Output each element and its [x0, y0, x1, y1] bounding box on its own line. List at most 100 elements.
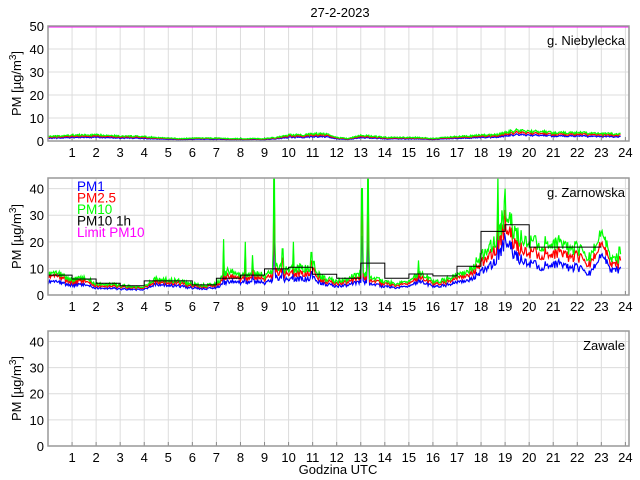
x-tick-label: 22: [570, 145, 584, 160]
y-axis-label: PM [µg/m3]: [8, 356, 24, 421]
x-tick-label: 14: [378, 145, 392, 160]
y-axis-label-superscript: 3: [8, 54, 19, 60]
y-tick-label: 0: [37, 134, 44, 149]
panel-1: 1 2 3 4 5 6 7 8 9 10 11 12 13 14 15 16 17 18 19 20 21 22 23 240…: [8, 177, 633, 314]
x-tick-label: 9: [261, 450, 268, 465]
x-tick-label: 13: [354, 450, 368, 465]
y-tick-label: 0: [37, 439, 44, 454]
y-tick-label: 40: [30, 334, 44, 349]
x-tick-label: 22: [570, 299, 584, 314]
x-tick-label: 9: [261, 145, 268, 160]
y-tick-label: 30: [30, 208, 44, 223]
x-tick-label: 5: [165, 145, 172, 160]
x-tick-label: 24: [618, 299, 632, 314]
y-tick-label: 0: [37, 288, 44, 303]
panel-0: 1 2 3 4 5 6 7 8 9 10 11 12 13 14 15 16 17 18 19 20 21 22 23 240…: [8, 19, 633, 160]
x-tick-label: 3: [117, 450, 124, 465]
panel-series: [48, 26, 629, 141]
x-tick-label: 6: [189, 145, 196, 160]
y-axis-label-bracket: ]: [9, 356, 24, 360]
x-tick-label: 8: [237, 450, 244, 465]
y-axis-label-bracket: ]: [9, 51, 24, 55]
station-label: g. Zarnowska: [547, 185, 626, 200]
legend-entry: PM1: [77, 179, 105, 194]
y-tick-label: 30: [30, 65, 44, 80]
x-tick-label: 15: [402, 145, 416, 160]
x-tick-label: 19: [498, 450, 512, 465]
station-label: Zawale: [583, 338, 625, 353]
chart-title: 27-2-2023: [310, 5, 369, 20]
x-tick-label: 7: [213, 299, 220, 314]
x-tick-label: 4: [141, 450, 148, 465]
x-tick-label: 21: [546, 450, 560, 465]
y-tick-label: 40: [30, 182, 44, 197]
plot-area: [48, 331, 629, 446]
x-tick-label: 3: [117, 145, 124, 160]
y-tick-label: 40: [30, 42, 44, 57]
plot-frame: [47, 177, 630, 296]
y-tick-label: 20: [30, 387, 44, 402]
x-tick-label: 17: [450, 145, 464, 160]
x-tick-label: 22: [570, 450, 584, 465]
x-tick-label: 4: [141, 299, 148, 314]
y-tick-label: 20: [30, 88, 44, 103]
plot-frame: [47, 330, 630, 447]
y-axis-label-bracket: ]: [9, 204, 24, 208]
legend-entry: Limit PM10: [77, 225, 145, 240]
x-tick-label: 13: [354, 145, 368, 160]
y-tick-label: 10: [30, 413, 44, 428]
x-tick-label: 11: [306, 299, 320, 314]
x-tick-label: 21: [546, 299, 560, 314]
x-tick-label: 2: [92, 299, 99, 314]
series-pm10-1h-step: [48, 224, 602, 287]
x-tick-label: 16: [426, 145, 440, 160]
x-tick-label: 24: [618, 145, 632, 160]
x-tick-label: 23: [594, 145, 608, 160]
y-tick-label: 30: [30, 361, 44, 376]
x-tick-label: 15: [402, 299, 416, 314]
x-tick-label: 13: [354, 299, 368, 314]
x-tick-label: 8: [237, 145, 244, 160]
legend-entry: PM10 1h: [77, 214, 131, 229]
x-tick-label: 1: [68, 450, 75, 465]
legend-entry: PM10: [77, 202, 112, 217]
series-pm25-line: [48, 130, 621, 141]
y-tick-label: 10: [30, 111, 44, 126]
x-tick-label: 7: [213, 450, 220, 465]
x-axis-label: Godzina UTC: [299, 462, 378, 477]
x-tick-label: 11: [306, 450, 320, 465]
x-tick-label: 23: [594, 450, 608, 465]
y-axis-label-text: PM [µg/m: [9, 213, 24, 269]
x-tick-label: 18: [474, 299, 488, 314]
plot-frame: [47, 25, 630, 142]
x-tick-label: 8: [237, 299, 244, 314]
x-tick-label: 5: [165, 299, 172, 314]
x-tick-label: 7: [213, 145, 220, 160]
x-tick-label: 11: [306, 145, 320, 160]
x-tick-label: 14: [378, 450, 392, 465]
plot-area: [48, 178, 629, 295]
x-tick-label: 10: [281, 299, 295, 314]
y-axis-label-text: PM [µg/m: [9, 60, 24, 116]
x-tick-label: 20: [522, 145, 536, 160]
series-pm25-line: [48, 178, 622, 291]
series-pm1-line: [48, 133, 621, 141]
x-tick-label: 10: [281, 450, 295, 465]
y-axis-label-superscript: 3: [8, 207, 19, 213]
x-tick-label: 10: [281, 145, 295, 160]
x-tick-label: 6: [189, 299, 196, 314]
x-tick-label: 1: [68, 145, 75, 160]
series-pm10-line: [48, 127, 621, 140]
x-tick-label: 1: [68, 299, 75, 314]
x-tick-label: 20: [522, 450, 536, 465]
x-tick-label: 6: [189, 450, 196, 465]
x-tick-label: 3: [117, 299, 124, 314]
x-tick-label: 19: [498, 145, 512, 160]
x-tick-label: 12: [329, 450, 343, 465]
x-tick-label: 14: [378, 299, 392, 314]
y-tick-label: 50: [30, 19, 44, 34]
y-tick-label: 20: [30, 235, 44, 250]
y-tick-label: 10: [30, 261, 44, 276]
x-tick-label: 17: [450, 450, 464, 465]
y-axis-label-text: PM [µg/m: [9, 365, 24, 421]
